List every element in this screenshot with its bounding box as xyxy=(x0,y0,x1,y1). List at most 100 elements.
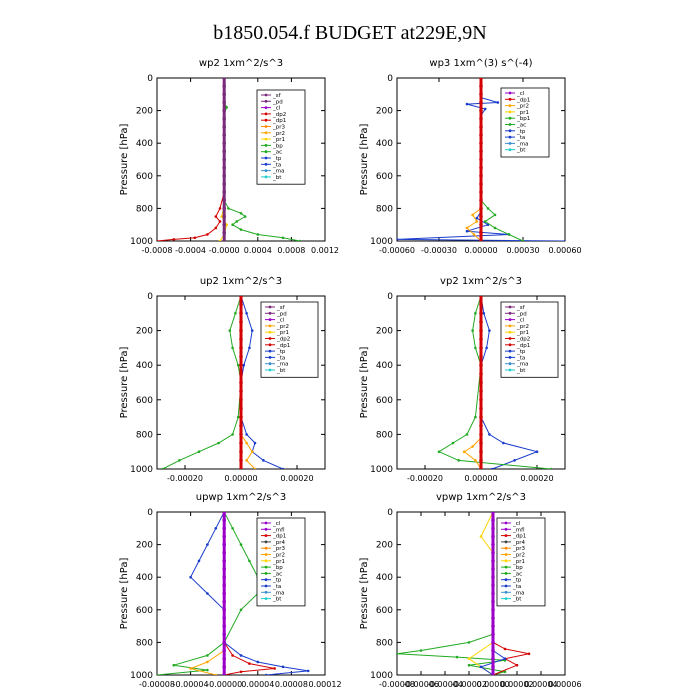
x-tick-label: 0.00004 xyxy=(241,680,274,689)
legend-entry: _bt xyxy=(512,597,522,603)
legend-entry: _cl xyxy=(272,521,281,527)
series-point_tp xyxy=(488,433,491,436)
series-point_cl xyxy=(491,632,495,637)
series-point_tp xyxy=(488,329,491,332)
legend-entry: _ac xyxy=(512,571,522,577)
panel-title: wp3 1xm^(3) s^(-4) xyxy=(429,58,532,69)
y-tick-label: 800 xyxy=(136,638,153,648)
y-tick-label: 600 xyxy=(136,396,153,406)
legend-entry: _pr2 xyxy=(516,104,529,110)
legend-marker xyxy=(268,349,272,353)
series-point_cl xyxy=(491,656,495,661)
series-point_cl xyxy=(222,575,226,579)
legend-marker xyxy=(268,368,272,372)
legend-marker xyxy=(264,578,268,582)
legend-entry: _bp xyxy=(272,565,283,571)
series-point_tp xyxy=(475,216,479,220)
y-tick-label: 200 xyxy=(376,541,393,551)
series-point_dp1 xyxy=(479,190,483,194)
series-point_cl xyxy=(222,640,226,645)
legend-entry: _tp xyxy=(516,129,526,135)
series-point_dp1 xyxy=(479,157,483,162)
y-axis-label: Pressure [hPa] xyxy=(359,124,370,196)
series-point_dp1 xyxy=(239,670,243,674)
panel-title: up2 1xm^2/s^3 xyxy=(200,276,282,287)
x-tick-label: 0.00000 xyxy=(224,474,257,483)
legend-marker xyxy=(504,521,508,525)
series-point_dp2 xyxy=(457,459,460,462)
x-tick-label: 0.00008 xyxy=(275,680,308,689)
series-point_dp2 xyxy=(197,450,201,454)
x-tick-label: -0.00006 xyxy=(403,680,439,689)
series-point_bp xyxy=(231,223,234,226)
series-point_sf xyxy=(239,458,243,463)
series-point_bp xyxy=(239,228,243,231)
series-point_cl xyxy=(491,534,495,539)
series-point_tp xyxy=(502,441,505,445)
legend-marker xyxy=(264,112,268,116)
y-tick-label: 800 xyxy=(136,430,153,440)
legend-marker xyxy=(264,150,268,154)
series-point_tp xyxy=(248,346,251,350)
legend-marker xyxy=(264,527,268,531)
legend-marker xyxy=(264,597,268,600)
x-tick-label: -0.00004 xyxy=(427,680,463,689)
legend-box xyxy=(256,517,306,607)
y-tick-label: 0 xyxy=(147,508,153,518)
legend-entry: _pd xyxy=(272,99,283,105)
series-point_cl xyxy=(222,591,226,596)
series-point_sf xyxy=(222,214,226,219)
series-point_pr1 xyxy=(218,239,222,241)
legend-entry: _pr1 xyxy=(276,330,289,336)
series-point_sf xyxy=(479,432,483,437)
legend-entry: _pr3 xyxy=(272,125,286,131)
series-point_pr2 xyxy=(465,226,469,230)
series-line_pr2 xyxy=(466,78,482,241)
series-point_dp1 xyxy=(193,236,197,240)
series-point_dp1 xyxy=(479,214,483,219)
series-point_sf xyxy=(239,354,243,359)
series-point_sf xyxy=(239,296,243,298)
series-point_cl xyxy=(222,542,226,547)
series-point_sf xyxy=(479,328,483,333)
panel-wp3: wp3 1xm^(3) s^(-4) Pressure [hPa] 0 200 400 6… xyxy=(359,58,582,255)
x-tick-label: -0.00004 xyxy=(173,680,209,689)
series-point_cl xyxy=(491,567,495,571)
series-point_sf xyxy=(239,423,243,428)
series-point_sf xyxy=(239,320,243,324)
y-tick-label: 0 xyxy=(387,74,393,84)
series-point_pr2 xyxy=(471,213,474,217)
series-point_sf xyxy=(239,302,243,307)
y-tick-label: 0 xyxy=(147,292,153,302)
series-group xyxy=(161,296,285,469)
series-point_sf xyxy=(239,337,243,342)
legend-marker xyxy=(264,572,268,575)
series-point_dp2 xyxy=(437,450,441,454)
x-tick-label: -0.00008 xyxy=(379,680,415,689)
series-point_tp xyxy=(245,312,248,315)
x-tick-label: 0.0012 xyxy=(311,246,339,255)
series-point_dp1 xyxy=(503,647,507,651)
legend-entry: _bt xyxy=(276,368,286,374)
legend-entry: _cl xyxy=(516,318,525,324)
series-point_sf xyxy=(479,311,483,316)
legend-entry: _pr2 xyxy=(516,324,529,330)
series-point_bp xyxy=(256,233,260,236)
legend-marker xyxy=(264,118,268,122)
legend-marker xyxy=(264,93,268,97)
y-tick-label: 400 xyxy=(376,573,393,583)
x-tick-label: -0.00002 xyxy=(451,680,487,689)
y-tick-label: 400 xyxy=(136,361,153,371)
series-point_dp1 xyxy=(479,141,483,145)
legend-marker xyxy=(268,343,272,347)
legend-entry: _ac xyxy=(272,571,282,577)
series-point_pr2 xyxy=(245,441,248,445)
legend-marker xyxy=(264,540,268,544)
y-tick-label: 600 xyxy=(376,172,393,182)
series-point_bp xyxy=(206,654,209,657)
legend-marker xyxy=(264,106,268,109)
legend-entry: _ma xyxy=(516,362,528,368)
series-point_sf xyxy=(479,441,483,445)
x-tick-label: -0.00020 xyxy=(407,474,443,483)
x-tick-label: -0.00008 xyxy=(139,680,175,689)
